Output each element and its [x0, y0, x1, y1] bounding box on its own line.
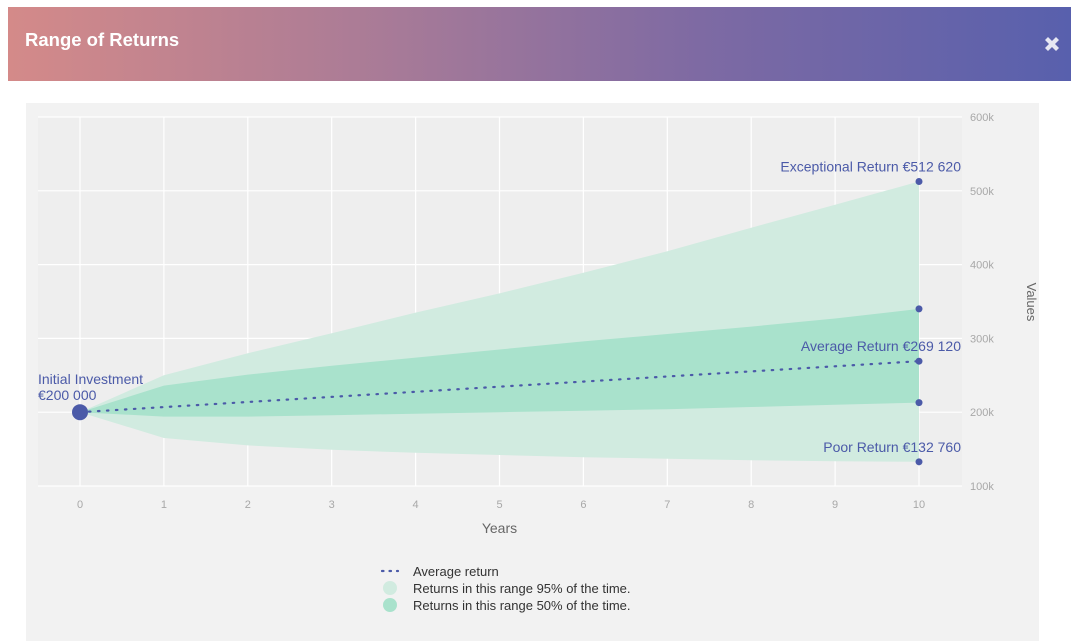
endpoint-marker — [916, 178, 923, 185]
modal-header: Range of Returns — [8, 7, 1071, 81]
endpoint-marker — [916, 399, 923, 406]
x-tick-label: 7 — [664, 499, 670, 511]
legend-item-average: Average return — [413, 564, 499, 579]
y-tick-label: 100k — [970, 481, 994, 493]
close-icon[interactable] — [1040, 32, 1064, 56]
endpoint-marker — [916, 305, 923, 312]
x-tick-label: 4 — [413, 499, 419, 511]
annotation-label: Exceptional Return €512 620 — [780, 158, 961, 174]
legend-item-95: Returns in this range 95% of the time. — [413, 581, 631, 596]
legend-symbol-95 — [383, 581, 397, 595]
endpoint-marker — [916, 458, 923, 465]
x-tick-label: 2 — [245, 499, 251, 511]
y-axis-title: Values — [1024, 283, 1039, 322]
legend-symbol-50 — [383, 598, 397, 612]
chart-panel: Initial Investment €200 000 Exceptional Re… — [26, 103, 1039, 641]
endpoint-marker — [916, 358, 923, 365]
y-tick-label: 600k — [970, 112, 994, 124]
annotation-label: €200 000 — [38, 387, 97, 403]
y-tick-label: 500k — [970, 186, 994, 198]
initial-investment-marker — [72, 404, 88, 420]
legend-item-50: Returns in this range 50% of the time. — [413, 598, 631, 613]
y-tick-label: 200k — [970, 407, 994, 419]
returns-chart: Initial Investment€200 000 Exceptional Re… — [26, 103, 1039, 641]
x-tick-label: 10 — [913, 499, 925, 511]
close-button[interactable] — [1040, 32, 1064, 56]
annotation-label: Initial Investment — [38, 371, 143, 387]
x-tick-label: 5 — [496, 499, 502, 511]
modal-title: Range of Returns — [25, 29, 179, 51]
x-tick-label: 6 — [580, 499, 586, 511]
annotation-label: Average Return €269 120 — [801, 338, 961, 354]
annotation-label: Poor Return €132 760 — [823, 439, 961, 455]
x-axis-title: Years — [482, 520, 517, 536]
y-tick-label: 400k — [970, 260, 994, 272]
x-tick-label: 1 — [161, 499, 167, 511]
x-tick-label: 0 — [77, 499, 83, 511]
x-tick-label: 3 — [329, 499, 335, 511]
y-tick-label: 300k — [970, 333, 994, 345]
x-tick-label: 9 — [832, 499, 838, 511]
x-tick-label: 8 — [748, 499, 754, 511]
